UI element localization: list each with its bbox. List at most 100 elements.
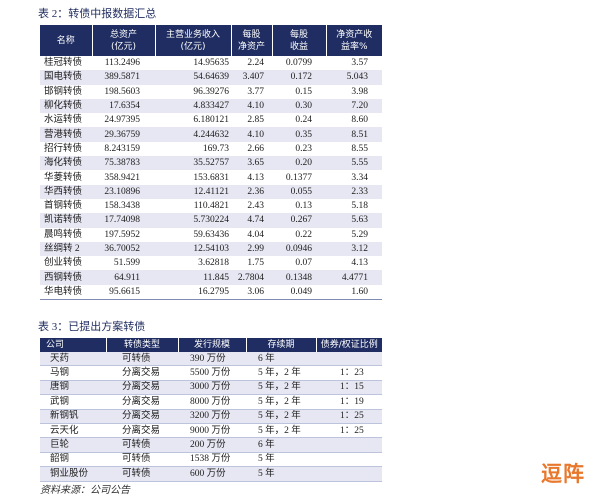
table3-header-text: 发行规模 xyxy=(193,340,230,350)
table2-cell-nav-per-share: 3.407 xyxy=(231,70,272,85)
table3-cell-company: 武钢 xyxy=(40,394,106,410)
table2-cell-revenue: 5.730224 xyxy=(155,213,231,228)
table2-cell-revenue: 16.2795 xyxy=(155,284,231,301)
table-row: 国电转债 389.5871 54.64639 3.407 0.172 5.043 xyxy=(40,70,382,85)
table2-cell-roe: 3.34 xyxy=(351,172,368,183)
table-row: 巨轮 可转债 200 万份 6 年 xyxy=(40,437,382,453)
table2-cell-name: 华菱转债 xyxy=(44,172,83,183)
table3-cell-bond-warrant-ratio xyxy=(316,352,382,367)
watermark-logo: 逗阵 xyxy=(541,462,585,486)
table2-cell-total-assets: 75.38783 xyxy=(92,156,155,171)
table3-cell-bond-warrant-ratio: 1：23 xyxy=(316,365,382,381)
table2-cell-total-assets: 95.6615 xyxy=(92,284,155,301)
table3-header-text: 转债类型 xyxy=(123,340,160,350)
table2-cell-name: 国电转债 xyxy=(40,70,92,85)
convertible-bond-interim-table: 名称 总资产 (亿元) 主营业务收入 (亿元) 每股 净资产 每股 收益 净资产收 益率% 桂冠转债… xyxy=(40,25,382,301)
table-row: 凯诺转债 17.74098 5.730224 4.74 0.267 5.63 xyxy=(40,213,382,228)
table3-cell-duration: 6 年 xyxy=(246,437,316,453)
table2-cell-roe: 1.60 xyxy=(326,284,382,301)
table3-cell-issue-size: 1538 万份 xyxy=(178,452,246,468)
table2-cell-name: 丝绸转 2 xyxy=(40,241,92,257)
table3-cell-company: 巨轮 xyxy=(40,437,106,453)
table3-header-bond-warrant-ratio: 债券/权证比例 xyxy=(315,338,382,352)
table2-cell-revenue: 4.244632 xyxy=(155,127,231,142)
table2-cell-total-assets: 36.70052 xyxy=(92,241,155,257)
table-row: 铜业股份 可转债 600 万份 5 年 xyxy=(40,466,382,482)
table-row: 海化转债 75.38783 35.52757 3.65 0.20 5.55 xyxy=(40,156,382,171)
table2-cell-revenue: 14.95635 xyxy=(193,58,229,69)
table2-cell-revenue: 6.180121 xyxy=(193,115,229,126)
table3-cell-company: 新钢钒 xyxy=(40,409,106,424)
table-row: 水运转债 24.97395 6.180121 2.85 0.24 8.60 xyxy=(40,113,382,127)
table2-cell-roe: 5.043 xyxy=(326,70,382,85)
table2-header-nav-per-share: 每股 净资产 xyxy=(230,25,272,56)
table3-cell-issue-size: 390 万份 xyxy=(178,352,246,367)
table3-header-issue-size: 发行规模 xyxy=(177,338,246,352)
table2-cell-name: 华西转债 xyxy=(40,184,92,199)
table2-cell-roe: 3.98 xyxy=(351,86,368,97)
table2-cell-name: 桂冠转债 xyxy=(44,58,83,69)
table2-header-text: 益率% xyxy=(340,41,368,52)
table3-header-text: 存续期 xyxy=(267,340,295,350)
table2-cell-nav-per-share: 4.10 xyxy=(231,98,272,114)
table2-cell-revenue: 4.833427 xyxy=(155,98,231,114)
table2-cell-revenue: 169.73 xyxy=(202,143,229,154)
table3-cell-company: 唐钢 xyxy=(40,380,106,396)
table2-cell-total-assets: 113.2496 xyxy=(104,58,140,69)
table2-cell-roe: 2.33 xyxy=(326,184,382,199)
table3-cell-issue-size: 600 万份 xyxy=(178,466,246,482)
table2-cell-total-assets: 8.243159 xyxy=(104,143,140,154)
table3-body: 天药 可转债 390 万份 6 年马钢 分离交易 5500 万份 5 年，2 年 1：23 唐钢… xyxy=(40,352,382,482)
table2-cell-nav-per-share: 3.06 xyxy=(231,284,272,301)
table-row: 唐钢 分离交易 3000 万份 5 年，2 年 1：15 xyxy=(40,380,382,396)
table2-header-row: 名称 总资产 (亿元) 主营业务收入 (亿元) 每股 净资产 每股 收益 净资产收 益率% xyxy=(40,25,382,56)
table-row: 新钢钒 分离交易 3200 万份 5 年，2 年 1：25 xyxy=(40,409,382,424)
table2-cell-total-assets: 24.97395 xyxy=(104,115,140,126)
table3-header: 公司 转债类型 发行规模 存续期 债券/权证比例 xyxy=(40,338,382,352)
table-row: 柳化转债 17.6354 4.833427 4.10 0.30 7.20 xyxy=(40,98,382,114)
table2-cell-total-assets: 17.6354 xyxy=(92,98,155,114)
table2-cell-nav-per-share: 2.66 xyxy=(247,143,264,154)
table2-cell-name: 晨鸣转债 xyxy=(44,229,83,240)
table2-cell-revenue: 54.64639 xyxy=(155,70,231,85)
table2-cell-name: 西钢转债 xyxy=(40,270,92,285)
table-row: 云天化 分离交易 9000 万份 5 年，2 年 1：25 xyxy=(40,423,382,439)
table2-cell-name: 柳化转债 xyxy=(40,98,92,114)
table2-cell-eps: 0.30 xyxy=(272,98,326,114)
table3-cell-bond-warrant-ratio: 1：25 xyxy=(316,423,382,439)
table2-header-text: 净资产收 xyxy=(336,29,373,40)
table2-cell-name: 创业转债 xyxy=(44,258,83,269)
table3-cell-bond-type: 分离交易 xyxy=(106,380,178,396)
table2-cell-total-assets: 29.36759 xyxy=(92,127,155,142)
table2-cell-eps: 0.07 xyxy=(295,258,312,269)
table2-title: 表 2：转债中报数据汇总 xyxy=(38,8,157,20)
table3-cell-company: 铜业股份 xyxy=(40,466,106,482)
table2-cell-eps: 0.1348 xyxy=(272,270,326,285)
table3-cell-duration: 5 年 xyxy=(246,466,316,482)
table2-cell-total-assets: 51.599 xyxy=(113,258,140,269)
table2-cell-total-assets: 358.9421 xyxy=(104,172,140,183)
table2-cell-revenue: 110.4821 xyxy=(193,201,229,212)
table3-header-text: 公司 xyxy=(46,340,65,350)
table2-cell-total-assets: 158.3438 xyxy=(104,201,140,212)
table2-header-text: 每股 xyxy=(242,29,261,40)
table2-header-eps: 每股 收益 xyxy=(271,25,326,56)
source-note: 资料来源：公司公告 xyxy=(40,485,130,496)
table2-cell-eps: 0.35 xyxy=(272,127,326,142)
table2-cell-total-assets: 64.911 xyxy=(92,270,155,285)
table3-cell-bond-type: 分离交易 xyxy=(106,409,178,424)
table3-cell-duration: 5 年，2 年 xyxy=(246,409,316,424)
table2-cell-nav-per-share: 1.75 xyxy=(247,258,264,269)
table2-cell-eps: 0.0946 xyxy=(272,241,326,257)
table-row: 马钢 分离交易 5500 万份 5 年，2 年 1：23 xyxy=(40,365,382,381)
table2-cell-nav-per-share: 2.99 xyxy=(231,241,272,257)
table2-cell-roe: 4.4771 xyxy=(326,270,382,285)
table2-cell-revenue: 11.845 xyxy=(155,270,231,285)
table2-cell-revenue: 12.41121 xyxy=(155,184,231,199)
table3-cell-duration: 5 年，2 年 xyxy=(246,365,316,381)
table3-cell-bond-type: 分离交易 xyxy=(106,365,178,381)
table3-cell-issue-size: 200 万份 xyxy=(178,437,246,453)
table2-cell-total-assets: 17.74098 xyxy=(92,213,155,228)
table2-cell-total-assets: 23.10896 xyxy=(92,184,155,199)
table2-cell-roe: 3.12 xyxy=(326,241,382,257)
